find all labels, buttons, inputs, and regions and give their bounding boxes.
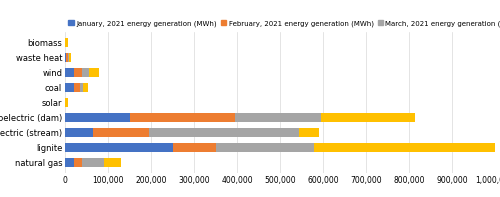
Bar	[314, 143, 500, 152]
Legend: January, 2021 energy generation (MWh), February, 2021 energy generation (MWh), M: January, 2021 energy generation (MWh), F…	[68, 20, 500, 27]
Bar	[93, 128, 149, 137]
Bar	[74, 68, 82, 77]
Bar	[65, 143, 172, 152]
Bar	[74, 158, 82, 167]
Bar	[300, 128, 318, 137]
Bar	[104, 158, 121, 167]
Bar	[68, 53, 71, 62]
Bar	[216, 143, 314, 152]
Bar	[82, 158, 104, 167]
Bar	[65, 53, 66, 62]
Bar	[130, 113, 235, 122]
Bar	[65, 38, 68, 47]
Bar	[65, 158, 74, 167]
Bar	[88, 68, 100, 77]
Bar	[321, 113, 416, 122]
Bar	[65, 113, 130, 122]
Bar	[82, 68, 88, 77]
Bar	[65, 128, 93, 137]
Bar	[235, 113, 321, 122]
Bar	[74, 83, 80, 92]
Bar	[80, 83, 84, 92]
Bar	[66, 53, 68, 62]
Bar	[65, 68, 74, 77]
Bar	[172, 143, 216, 152]
Bar	[149, 128, 300, 137]
Bar	[65, 98, 68, 107]
Bar	[65, 83, 74, 92]
Bar	[84, 83, 88, 92]
